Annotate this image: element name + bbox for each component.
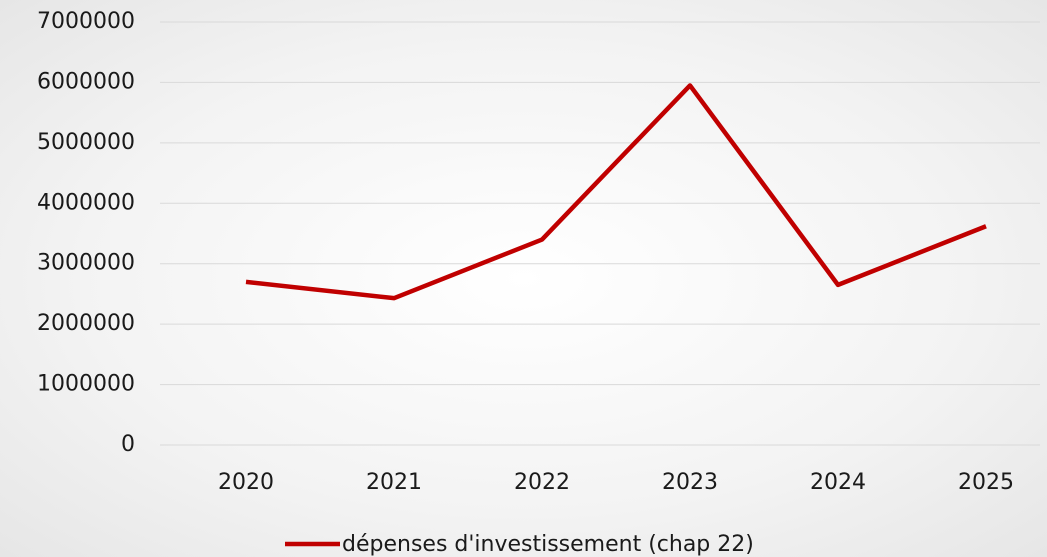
x-tick-label: 2021 [366, 470, 422, 495]
y-tick-label: 7000000 [37, 9, 135, 34]
legend-label: dépenses d'investissement (chap 22) [342, 532, 754, 557]
y-tick-label: 1000000 [37, 372, 135, 397]
y-tick-label: 6000000 [37, 69, 135, 94]
y-tick-label: 0 [121, 432, 135, 457]
x-tick-label: 2023 [662, 470, 718, 495]
x-tick-label: 2025 [958, 470, 1014, 495]
data-line [245, 83, 987, 301]
x-tick-label: 2020 [218, 470, 274, 495]
y-tick-label: 3000000 [37, 251, 135, 276]
y-tick-label: 2000000 [37, 311, 135, 336]
x-tick-label: 2022 [514, 470, 570, 495]
x-tick-label: 2024 [810, 470, 866, 495]
y-tick-label: 5000000 [37, 130, 135, 155]
y-tick-label: 4000000 [37, 190, 135, 215]
